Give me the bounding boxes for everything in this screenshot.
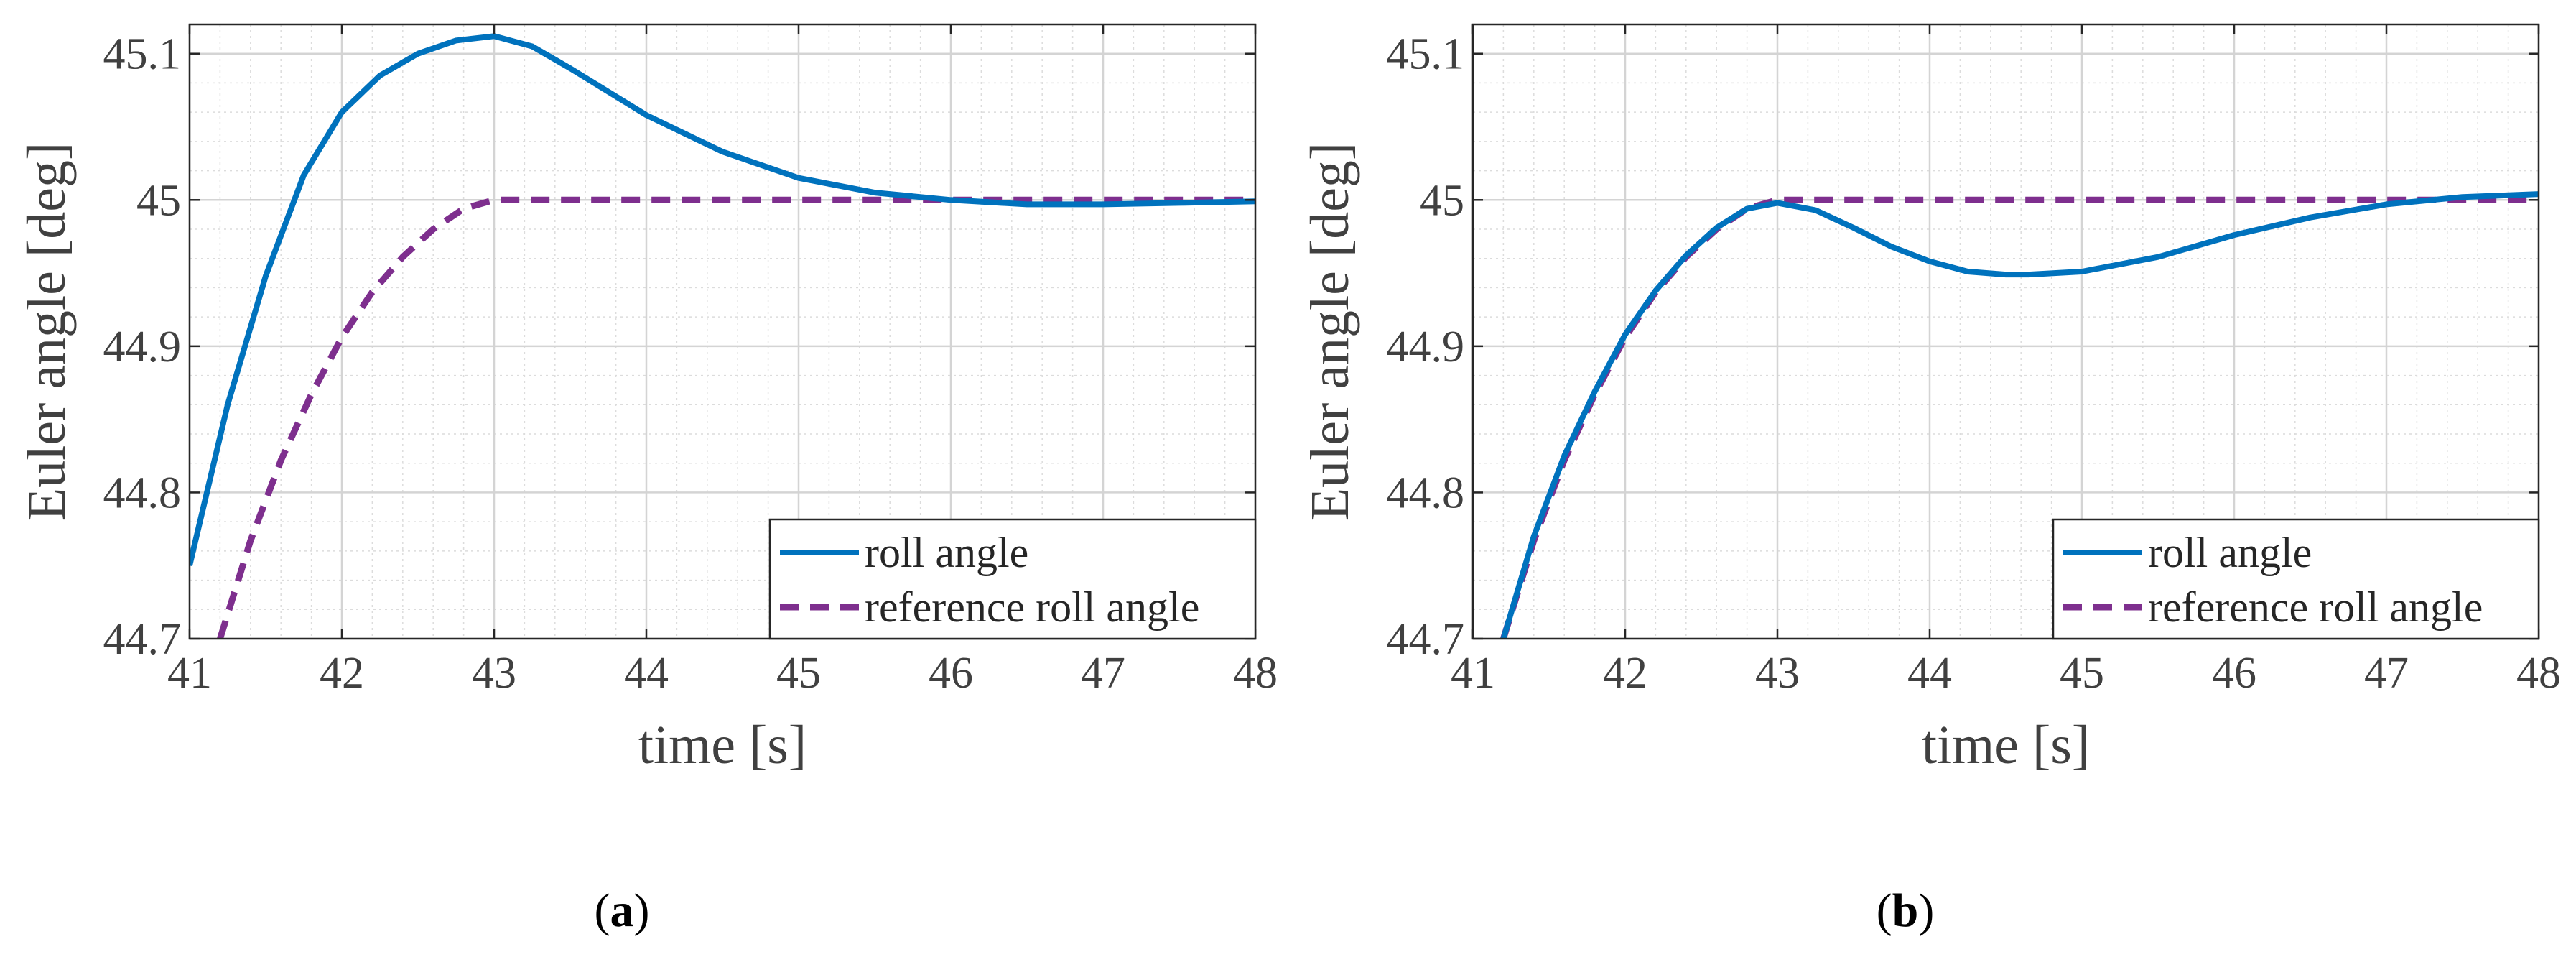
- x-tick-label: 42: [320, 649, 364, 698]
- x-tick-label: 45: [2060, 649, 2104, 698]
- y-tick-label: 44.7: [103, 615, 182, 664]
- y-axis-label: Euler angle [deg]: [17, 142, 77, 522]
- panel-caption-a: (a): [595, 884, 650, 937]
- y-tick-label: 44.8: [103, 468, 182, 517]
- x-tick-label: 45: [776, 649, 821, 698]
- x-axis-label: time [s]: [1922, 715, 2090, 775]
- y-tick-label: 44.8: [1387, 468, 1465, 517]
- legend-label-roll-angle: roll angle: [865, 529, 1028, 576]
- x-tick-label: 48: [2516, 649, 2561, 698]
- series-layer: [190, 33, 1255, 639]
- panel-caption-letter: b: [1892, 884, 1919, 937]
- panel-caption-letter: a: [610, 884, 634, 937]
- x-tick-label: 47: [1081, 649, 1125, 698]
- x-tick-label: 41: [167, 649, 212, 698]
- x-tick-label: 43: [472, 649, 516, 698]
- y-tick-label: 44.7: [1387, 615, 1465, 664]
- y-tick-label: 45.1: [1387, 30, 1465, 79]
- panel-caption-b: (b): [1877, 884, 1935, 937]
- plot-frame: [1471, 23, 2540, 640]
- x-tick-label: 48: [1233, 649, 1278, 698]
- chart-panel-b: 41 42 43 44 45 46 47 48 44.7 44.8 44.9 45 45.1 time …: [1300, 23, 2561, 937]
- legend: roll angle reference roll angle: [768, 518, 1257, 640]
- axis-ticks: 41 42 43 44 45 46 47 48 44.7 44.8 44.9 45 45.1: [103, 24, 1278, 698]
- x-tick-label: 46: [929, 649, 973, 698]
- x-tick-label: 42: [1603, 649, 1647, 698]
- x-axis-label: time [s]: [638, 715, 806, 775]
- legend: roll angle reference roll angle: [2052, 518, 2540, 640]
- y-tick-label: 45: [136, 176, 181, 225]
- plot-frame: [188, 23, 1257, 640]
- x-tick-label: 47: [2364, 649, 2409, 698]
- legend-box: [2052, 518, 2540, 640]
- y-tick-label: 45: [1420, 176, 1464, 225]
- y-tick-label: 44.9: [1387, 323, 1465, 371]
- x-tick-label: 43: [1755, 649, 1800, 698]
- series-line-reference-roll-angle: [217, 196, 1255, 639]
- legend-label-roll-angle: roll angle: [2148, 529, 2312, 576]
- x-tick-label: 44: [1907, 649, 1952, 698]
- legend-box: [768, 518, 1257, 640]
- series-line-roll-angle: [1500, 191, 2539, 639]
- axis-ticks: 41 42 43 44 45 46 47 48 44.7 44.8 44.9 45 45.1: [1387, 24, 2561, 698]
- legend-label-reference-roll-angle: reference roll angle: [865, 583, 1199, 631]
- x-tick-label: 41: [1451, 649, 1495, 698]
- series-layer: [1500, 191, 2539, 639]
- series-line-roll-angle: [190, 33, 1255, 567]
- x-tick-label: 44: [624, 649, 669, 698]
- x-tick-label: 46: [2212, 649, 2256, 698]
- chart-panel-a: 41 42 43 44 45 46 47 48 44.7 44.8 44.9 45 45.1 time …: [17, 23, 1278, 937]
- legend-label-reference-roll-angle: reference roll angle: [2148, 583, 2483, 631]
- y-tick-label: 45.1: [103, 30, 182, 79]
- y-axis-label: Euler angle [deg]: [1300, 142, 1360, 522]
- y-tick-label: 44.9: [103, 323, 182, 371]
